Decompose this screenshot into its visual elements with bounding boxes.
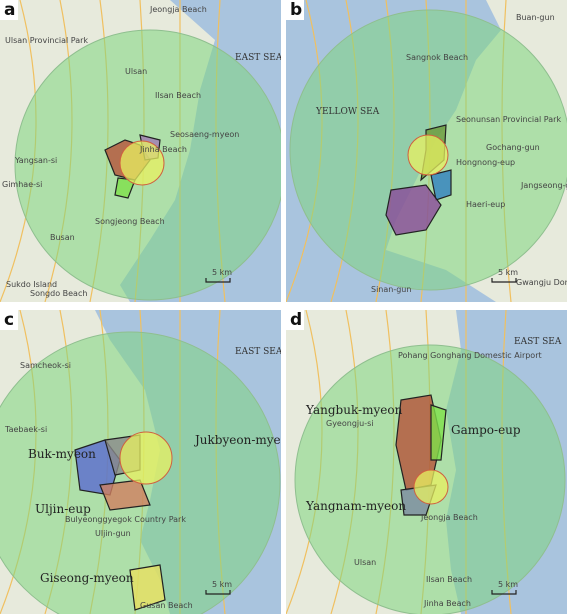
place-label: Jukbyeon-myeon xyxy=(193,433,296,447)
place-label: Yangnam-myeon xyxy=(305,499,406,513)
place-label: Jangseong-gun xyxy=(520,181,567,190)
letter-bg xyxy=(286,0,304,20)
scale-label: 5 km xyxy=(498,268,518,277)
place-label: Taebaek-si xyxy=(4,425,47,434)
place-label: Ilsan Beach xyxy=(426,575,472,584)
map-content: YELLOW SEA Buan-gun Sangnok Beach Seonunsan… xyxy=(286,0,567,302)
place-label: EAST SEA xyxy=(235,347,283,357)
inner-zone xyxy=(413,469,449,505)
place-label: Giseong-myeon xyxy=(40,571,134,585)
place-label: Yangsan-si xyxy=(14,156,57,165)
place-label: Yangbuk-myeon xyxy=(305,403,403,417)
panel-letter: d xyxy=(290,310,302,330)
panel-letter: a xyxy=(4,0,15,20)
scale-bar xyxy=(491,590,517,595)
panel-letter: b xyxy=(290,0,302,20)
panel-letter: c xyxy=(4,310,14,330)
region xyxy=(430,404,447,461)
place-label: Gochang-gun xyxy=(486,143,540,152)
map-content: EAST SEA Samcheok-si Taebaek-si Buk-myeon Ju… xyxy=(0,310,296,614)
map-panel: YELLOW SEA Buan-gun Sangnok Beach Seonunsan… xyxy=(286,0,567,302)
place-label: Buk-myeon xyxy=(28,447,96,461)
region xyxy=(430,169,452,201)
map-panel: EAST SEA Ulsan Ulsan Provincial Park Jeongj… xyxy=(0,0,283,302)
place-label: Jinha Beach xyxy=(139,145,187,154)
inner-zone xyxy=(407,134,449,176)
map-panel: EAST SEA Samcheok-si Taebaek-si Buk-myeon Ju… xyxy=(0,310,296,614)
map-content: EAST SEA Pohang Gonghang Domestic Airport… xyxy=(286,310,567,614)
letter-bg xyxy=(0,310,18,330)
place-label: Ilsan Beach xyxy=(155,91,201,100)
place-label: Bulyeonggyegok Country Park xyxy=(65,515,186,524)
scale-label: 5 km xyxy=(212,580,232,589)
place-label: Uljin-eup xyxy=(35,502,91,516)
place-label: Gampo-eup xyxy=(451,423,521,437)
place-label: Samcheok-si xyxy=(20,361,71,370)
place-label: Gyeongju-si xyxy=(326,419,373,428)
place-label: Haeri-eup xyxy=(466,200,505,209)
letter-bg xyxy=(286,310,304,330)
region xyxy=(99,479,151,511)
map-content: EAST SEA Ulsan Ulsan Provincial Park Jeongj… xyxy=(0,0,283,302)
map-panel: EAST SEA Pohang Gonghang Domestic Airport… xyxy=(286,310,567,614)
scale-bar xyxy=(491,278,517,283)
place-label: Songdo Beach xyxy=(30,289,87,298)
place-label: YELLOW SEA xyxy=(315,107,380,117)
place-label: Ulsan Provincial Park xyxy=(5,36,88,45)
place-label: Uljin-gun xyxy=(95,529,131,538)
scale-bar xyxy=(205,278,231,283)
place-label: Pohang Gonghang Domestic Airport xyxy=(398,351,542,360)
place-label: Busan xyxy=(50,233,75,242)
place-label: Seonunsan Provincial Park xyxy=(456,115,561,124)
place-label: Songjeong Beach xyxy=(95,217,165,226)
place-label: Sinan-gun xyxy=(371,285,411,294)
place-label: Ulsan xyxy=(354,558,376,567)
place-label: EAST SEA xyxy=(235,53,283,63)
place-label: Gwangju Domestic Airport xyxy=(516,278,567,287)
place-label: Gimhae-si xyxy=(2,180,42,189)
region xyxy=(129,564,166,611)
letter-bg xyxy=(0,0,18,20)
scale-label: 5 km xyxy=(498,580,518,589)
place-label: Sangnok Beach xyxy=(406,53,468,62)
place-label: Jeongja Beach xyxy=(420,513,478,522)
place-label: Buan-gun xyxy=(516,13,555,22)
place-label: Ulsan xyxy=(125,67,147,76)
place-label: Jinha Beach xyxy=(423,599,471,608)
region xyxy=(385,184,442,236)
place-label: Jeongja Beach xyxy=(149,5,207,14)
place-label: Hongnong-eup xyxy=(456,158,515,167)
place-label: EAST SEA xyxy=(514,337,562,347)
place-label: Sukdo Island xyxy=(6,280,57,289)
scale-bar xyxy=(205,590,231,595)
place-label: Seosaeng-myeon xyxy=(170,130,239,139)
scale-label: 5 km xyxy=(212,268,232,277)
place-label: Gusan Beach xyxy=(140,601,193,610)
inner-zone xyxy=(119,140,165,186)
inner-zone xyxy=(119,431,173,485)
